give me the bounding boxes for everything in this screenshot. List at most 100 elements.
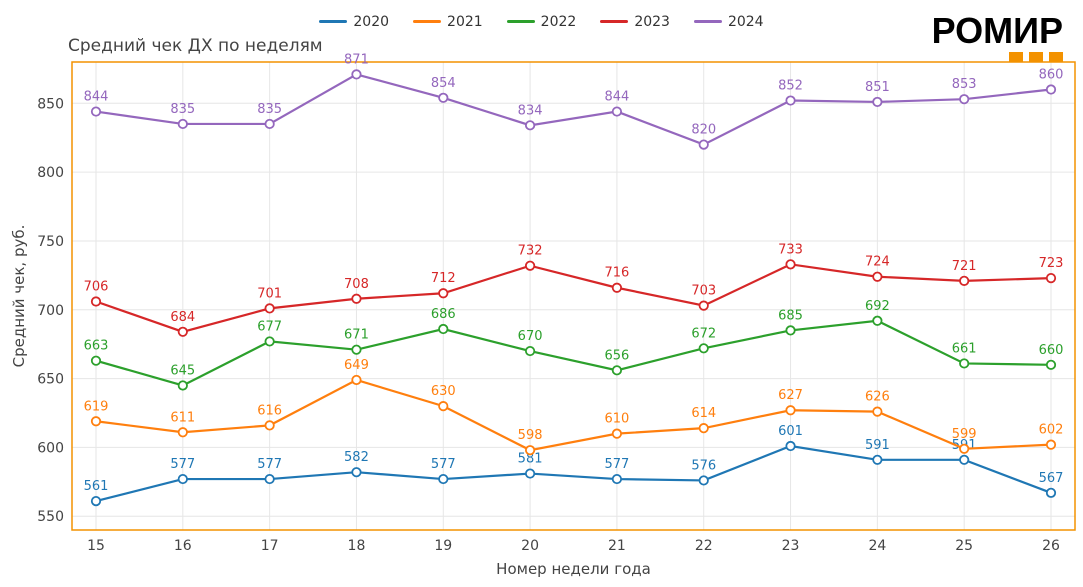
data-point (439, 289, 447, 297)
data-point (179, 381, 187, 389)
data-point (352, 70, 360, 78)
data-point (786, 96, 794, 104)
data-point (352, 468, 360, 476)
data-label: 835 (170, 102, 195, 117)
data-label: 853 (952, 77, 977, 92)
data-label: 576 (691, 458, 716, 473)
data-label: 733 (778, 242, 803, 257)
data-label: 820 (691, 123, 716, 138)
y-axis-title: Средний чек, руб. (10, 225, 28, 368)
data-label: 598 (518, 428, 543, 443)
data-label: 721 (952, 259, 977, 274)
data-label: 660 (1039, 343, 1064, 358)
data-point (1047, 274, 1055, 282)
data-label: 601 (778, 424, 803, 439)
data-point (265, 337, 273, 345)
data-label: 577 (257, 457, 282, 472)
data-point (786, 442, 794, 450)
brand-logo: РОМИР (932, 10, 1063, 62)
data-label: 626 (865, 390, 890, 405)
data-label: 712 (431, 271, 456, 286)
legend-label: 2024 (728, 14, 764, 30)
series-2023: 706684701708712732716703733724721723 (84, 242, 1064, 336)
data-label: 677 (257, 319, 282, 334)
data-point (960, 456, 968, 464)
legend-swatch (507, 20, 535, 23)
data-label: 685 (778, 308, 803, 323)
x-axis-title: Номер недели года (496, 560, 651, 578)
data-point (1047, 361, 1055, 369)
x-tick-label: 17 (261, 538, 279, 554)
data-point (873, 98, 881, 106)
data-label: 649 (344, 358, 369, 373)
legend-swatch (413, 20, 441, 23)
data-point (613, 284, 621, 292)
data-label: 854 (431, 76, 456, 91)
data-point (265, 120, 273, 128)
data-point (92, 497, 100, 505)
data-label: 602 (1039, 423, 1064, 438)
data-point (526, 446, 534, 454)
brand-logo-accent (932, 52, 1063, 62)
x-tick-label: 23 (782, 538, 800, 554)
data-point (352, 345, 360, 353)
data-point (786, 406, 794, 414)
brand-logo-text: РОМИР (932, 10, 1063, 52)
data-point (526, 121, 534, 129)
data-label: 860 (1039, 68, 1064, 83)
x-tick-label: 24 (868, 538, 886, 554)
data-point (873, 317, 881, 325)
legend-item-2023: 2023 (600, 14, 670, 30)
data-point (960, 277, 968, 285)
data-point (873, 273, 881, 281)
x-tick-label: 22 (695, 538, 713, 554)
data-label: 619 (84, 399, 109, 414)
data-point (92, 297, 100, 305)
legend-item-2022: 2022 (507, 14, 577, 30)
x-tick-label: 19 (434, 538, 452, 554)
data-label: 684 (170, 310, 195, 325)
legend-swatch (319, 20, 347, 23)
data-point (1047, 85, 1055, 93)
data-point (613, 429, 621, 437)
data-point (352, 295, 360, 303)
data-label: 732 (518, 244, 543, 259)
data-label: 851 (865, 80, 890, 95)
data-point (179, 120, 187, 128)
data-point (439, 475, 447, 483)
data-label: 599 (952, 427, 977, 442)
y-tick-label: 800 (37, 165, 64, 181)
x-tick-label: 18 (348, 538, 366, 554)
y-tick-label: 650 (37, 372, 64, 388)
data-label: 561 (84, 479, 109, 494)
data-point (873, 407, 881, 415)
data-point (960, 95, 968, 103)
data-label: 671 (344, 328, 369, 343)
data-label: 656 (604, 348, 629, 363)
data-point (960, 445, 968, 453)
y-tick-label: 850 (37, 96, 64, 112)
data-point (873, 456, 881, 464)
data-label: 692 (865, 299, 890, 314)
data-label: 630 (431, 384, 456, 399)
y-tick-label: 550 (37, 509, 64, 525)
data-label: 627 (778, 388, 803, 403)
legend-label: 2021 (447, 14, 483, 30)
y-tick-label: 600 (37, 440, 64, 456)
legend-item-2020: 2020 (319, 14, 389, 30)
series-2024: 844835835871854834844820852851853860 (84, 52, 1064, 148)
data-point (700, 476, 708, 484)
y-tick-label: 700 (37, 303, 64, 319)
data-label: 616 (257, 403, 282, 418)
data-label: 591 (865, 438, 890, 453)
data-label: 672 (691, 326, 716, 341)
x-tick-label: 15 (87, 538, 105, 554)
data-label: 577 (604, 457, 629, 472)
data-point (700, 424, 708, 432)
data-point (700, 301, 708, 309)
data-label: 567 (1039, 471, 1064, 486)
data-point (179, 475, 187, 483)
legend-item-2024: 2024 (694, 14, 764, 30)
data-point (265, 475, 273, 483)
x-tick-label: 21 (608, 538, 626, 554)
